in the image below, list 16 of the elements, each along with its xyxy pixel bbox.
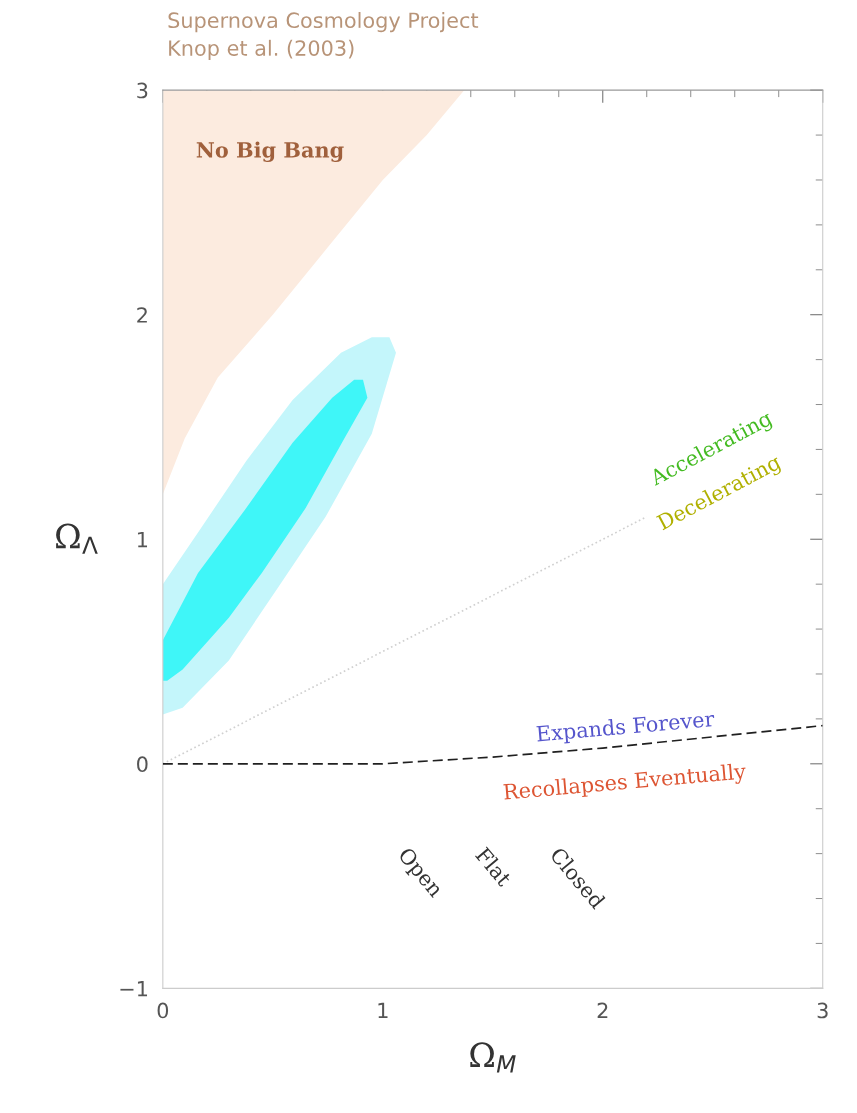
x-tick-label: 3	[817, 1002, 828, 1019]
annotation: No Big Bang	[196, 141, 344, 163]
annotation: Expands Forever	[536, 710, 716, 746]
y-tick-label: 1	[137, 531, 148, 548]
chart-subtitle: Knop et al. (2003)	[169, 39, 354, 60]
x-tick-label: 1	[378, 1002, 388, 1019]
annotation: Recollapses Eventually	[503, 762, 747, 805]
y-axis-title: Ω$_{Λ}$	[56, 523, 98, 554]
y-tick-label: −1	[120, 981, 148, 997]
x-axis-title: Ω$_{M}$	[470, 1042, 516, 1073]
chart-title: Supernova Cosmology Project	[168, 11, 479, 33]
x-tick-label: 0	[157, 1002, 169, 1019]
x-tick-label: 2	[597, 1002, 608, 1019]
y-tick-label: 0	[137, 756, 148, 773]
y-tick-label: 3	[137, 82, 148, 99]
y-tick-label: 2	[137, 307, 147, 323]
